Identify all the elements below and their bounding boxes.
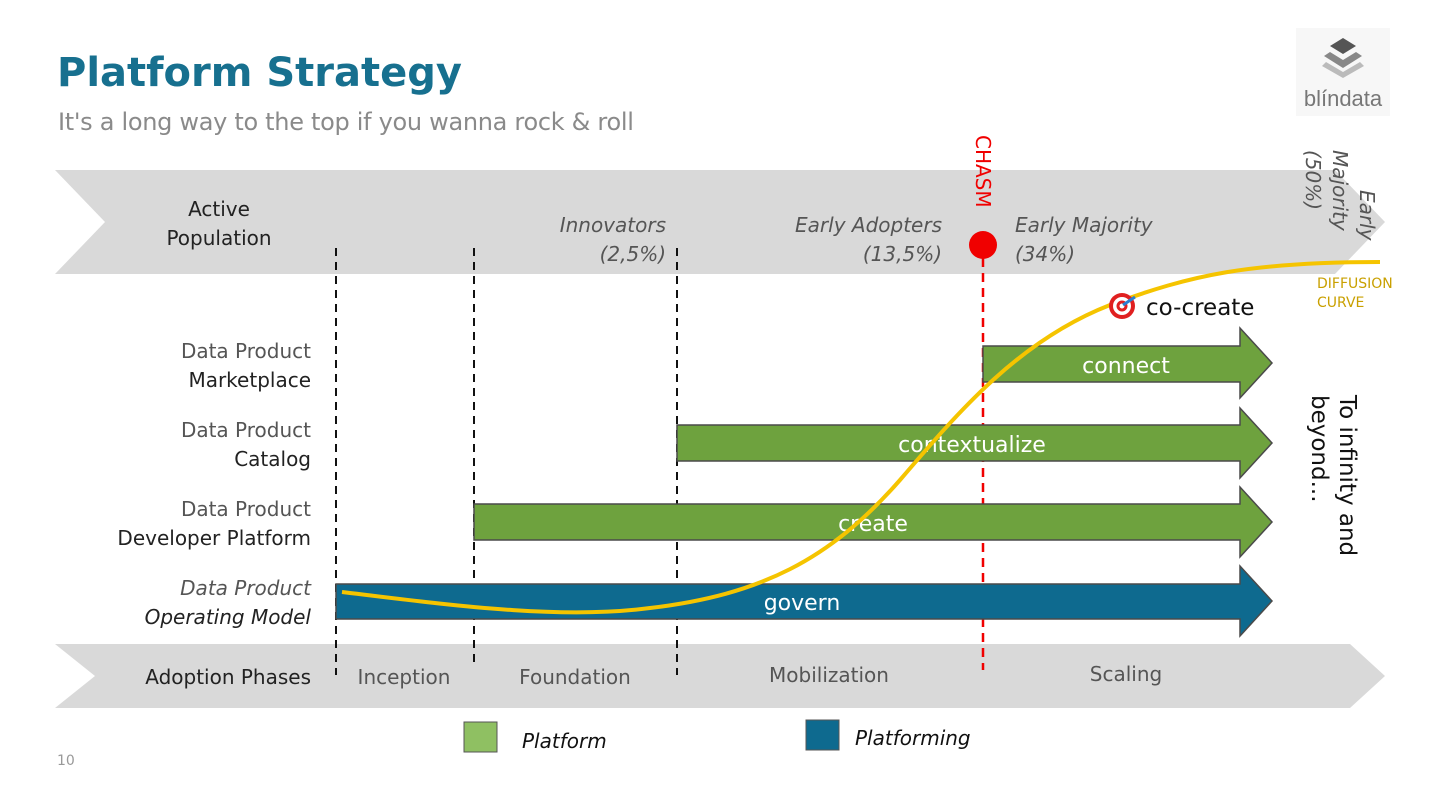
- diffusion-curve: [341, 260, 1381, 615]
- create-arrow: [473, 485, 1274, 559]
- contextualize-arrow: [676, 406, 1274, 480]
- page-title: Platform Strategy: [57, 50, 462, 96]
- page-subtitle: It's a long way to the top if you wanna …: [58, 108, 634, 136]
- segment-innovators-pct: (2,5%): [600, 242, 666, 266]
- segment-early-majority-pct: (34%): [1015, 242, 1075, 266]
- page-number: 10: [57, 753, 75, 769]
- segment-late-majority: Early: [1355, 190, 1379, 242]
- logo-mark-icon: [1322, 38, 1364, 78]
- phase-inception: Inception: [358, 665, 451, 689]
- row-label-marketplace-2: Marketplace: [188, 368, 311, 392]
- row-label-marketplace-1: Data Product: [181, 339, 311, 363]
- row-label-catalog-2: Catalog: [234, 447, 311, 471]
- legend-platform-swatch: [463, 721, 498, 753]
- connect-label: connect: [1082, 354, 1170, 379]
- phase-mobilization: Mobilization: [769, 663, 889, 687]
- legend-platforming-label: Platforming: [855, 726, 971, 750]
- blindata-logo: blíndata: [1296, 28, 1390, 116]
- create-label: create: [838, 512, 908, 537]
- segment-early-adopters-pct: (13,5%): [863, 242, 942, 266]
- govern-label: govern: [764, 591, 841, 616]
- legend-platforming-swatch: [805, 719, 840, 751]
- adoption-phases-label: Adoption Phases: [145, 665, 311, 689]
- segment-late-majority-2: Majority: [1328, 150, 1352, 232]
- diffusion-curve-label: DIFFUSION: [1317, 276, 1393, 292]
- co-create-label: co-create: [1146, 295, 1254, 321]
- phase-scaling: Scaling: [1090, 662, 1162, 686]
- row-label-operating-2: Operating Model: [145, 605, 312, 629]
- connect-arrow: [982, 326, 1274, 400]
- row-label-devplatform-1: Data Product: [181, 497, 311, 521]
- chasm-dot: [969, 231, 997, 259]
- logo-text: blíndata: [1304, 86, 1383, 111]
- segment-innovators: Innovators: [560, 213, 666, 237]
- phase-foundation: Foundation: [519, 665, 631, 689]
- infinity-label: To infinity and: [1334, 394, 1360, 556]
- segment-late-majority-pct: (50%): [1301, 150, 1325, 210]
- infinity-label-2: beyond...: [1306, 395, 1332, 503]
- legend-platform-label: Platform: [522, 729, 607, 753]
- segment-early-adopters: Early Adopters: [795, 213, 942, 237]
- active-population-label: Active: [188, 197, 250, 221]
- row-label-devplatform-2: Developer Platform: [117, 526, 311, 550]
- diffusion-curve-label-2: CURVE: [1317, 295, 1364, 311]
- chasm-label: CHASM: [971, 135, 995, 208]
- adoption-phases-band: [55, 644, 1385, 708]
- segment-early-majority: Early Majority: [1015, 213, 1154, 237]
- active-population-label-2: Population: [166, 226, 271, 250]
- row-label-operating-1: Data Product: [180, 576, 312, 600]
- govern-arrow: [335, 564, 1274, 638]
- target-icon: [1109, 293, 1136, 319]
- population-band: [55, 170, 1385, 274]
- row-label-catalog-1: Data Product: [181, 418, 311, 442]
